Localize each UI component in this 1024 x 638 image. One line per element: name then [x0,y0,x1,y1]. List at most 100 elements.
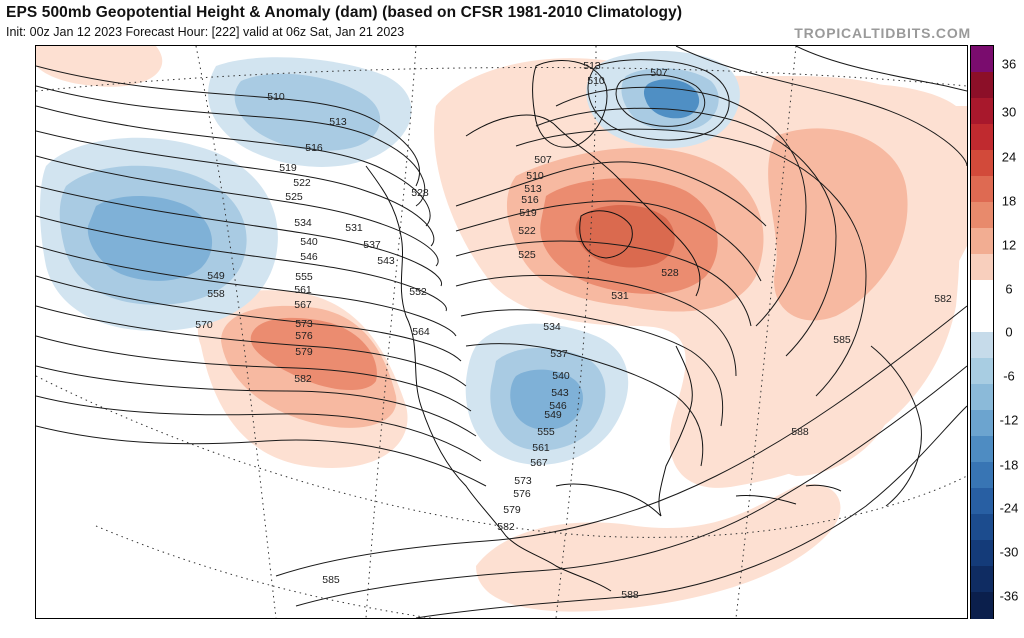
contour-label: 546 [549,400,567,412]
warm-anomaly-south [476,484,841,612]
colorbar-swatch [971,358,993,385]
contour-label: 531 [611,290,629,302]
colorbar-label: 12 [1001,237,1017,253]
contour-label: 513 [329,116,347,128]
contour-label: 528 [411,187,429,199]
colorbar-swatch [971,566,993,593]
contour-label: 525 [518,249,536,261]
colorbar-label: -12 [999,412,1019,428]
colorbar-swatch [971,176,993,203]
contour-label: 525 [285,191,303,203]
colorbar-swatch [971,150,993,177]
north-america-coastline [365,165,612,592]
colorbar-swatch [971,514,993,541]
contour-label: 513 [583,60,601,72]
east-coast [658,345,693,517]
colorbar-swatch [971,306,993,333]
contour-label: 567 [530,457,548,469]
contour-label: 573 [295,318,313,330]
colorbar-label: -24 [999,500,1019,516]
contour-label: 522 [518,225,536,237]
colorbar-swatch [971,280,993,307]
contour-label: 588 [791,426,809,438]
colorbar-label: 18 [1001,193,1017,209]
contour-label: 585 [322,574,340,586]
contour-label: 552 [409,286,427,298]
contour-label: 555 [295,271,313,283]
hudson-bay [579,210,633,259]
contour-label: 564 [412,326,430,338]
colorbar-swatch [971,488,993,515]
brand-watermark: TROPICALTIDBITS.COM [794,25,971,41]
canada-arctic-coast [465,114,701,297]
colorbar-swatch [971,592,993,619]
colorbar-swatch [971,254,993,281]
contour-label: 561 [294,284,312,296]
contour-label: 543 [377,255,395,267]
colorbar-label: -36 [999,588,1019,604]
contour-label: 522 [293,177,311,189]
map-panel: 510 513 516 519 522 525 528 531 534 537 540 543 546 5… [35,45,968,619]
chart-title: EPS 500mb Geopotential Height & Anomaly … [6,4,683,21]
colorbar-swatch [971,332,993,359]
contour-label: 510 [267,91,285,103]
contour-label: 555 [537,426,555,438]
warm-anomaly-nw-corner [36,46,163,87]
anomaly-colorbar-labels: 36 30 24 18 12 6 0 -6 -12 -18 -24 -30 -3… [996,45,1024,617]
caribbean-islands [735,484,842,505]
warm-anomaly-canada-deep [575,204,675,268]
cold-anomaly-midwest-core [510,369,583,430]
contour-label: 531 [345,222,363,234]
colorbar-label: 6 [1005,281,1013,297]
coastlines [365,60,842,592]
cold-anomaly-north-pacific-core [87,196,213,281]
gulf-coast [555,483,662,517]
colorbar-label: -30 [999,544,1019,560]
contour-label: 507 [534,154,552,166]
contour-label: 561 [532,442,550,454]
contour-label: 540 [552,370,570,382]
contour-label: 579 [295,346,313,358]
greenland-coast [532,60,608,148]
lat-lon-grid [36,46,967,618]
contour-label: 519 [519,207,537,219]
contour-label: 546 [300,251,318,263]
contour-label: 585 [833,334,851,346]
contour-label: 537 [363,239,381,251]
colorbar-swatch [971,202,993,229]
colorbar-swatch [971,540,993,567]
colorbar-label: 24 [1001,149,1017,165]
colorbar-swatch [971,384,993,411]
contour-label: 582 [294,373,312,385]
contour-label: 579 [503,504,521,516]
height-contours [36,46,967,618]
colorbar-label: 36 [1001,56,1017,72]
contour-label: 534 [543,321,561,333]
colorbar-swatch [971,46,993,73]
contour-label: 570 [195,319,213,331]
contour-label: 588 [621,589,639,601]
colorbar-swatch [971,124,993,151]
colorbar-swatch [971,72,993,99]
contour-label: 543 [551,387,569,399]
contour-label: 510 [526,170,544,182]
colorbar-label: -18 [999,457,1019,473]
contour-label: 528 [661,267,679,279]
contour-label: 519 [279,162,297,174]
colorbar-swatch [971,462,993,489]
chart-subtitle: Init: 00z Jan 12 2023 Forecast Hour: [22… [6,25,405,39]
contour-label: 582 [934,293,952,305]
anomaly-shading [36,46,967,612]
contour-label: 558 [207,288,225,300]
contour-label: 549 [544,409,562,421]
contour-label: 582 [497,521,515,533]
colorbar-label: -6 [1003,368,1015,384]
cold-anomaly-gulf-alaska-mid [234,73,381,151]
contour-label: 534 [294,217,312,229]
colorbar-swatch [971,98,993,125]
colorbar-swatch [971,436,993,463]
anomaly-colorbar [970,45,994,619]
contour-label: 549 [207,270,225,282]
